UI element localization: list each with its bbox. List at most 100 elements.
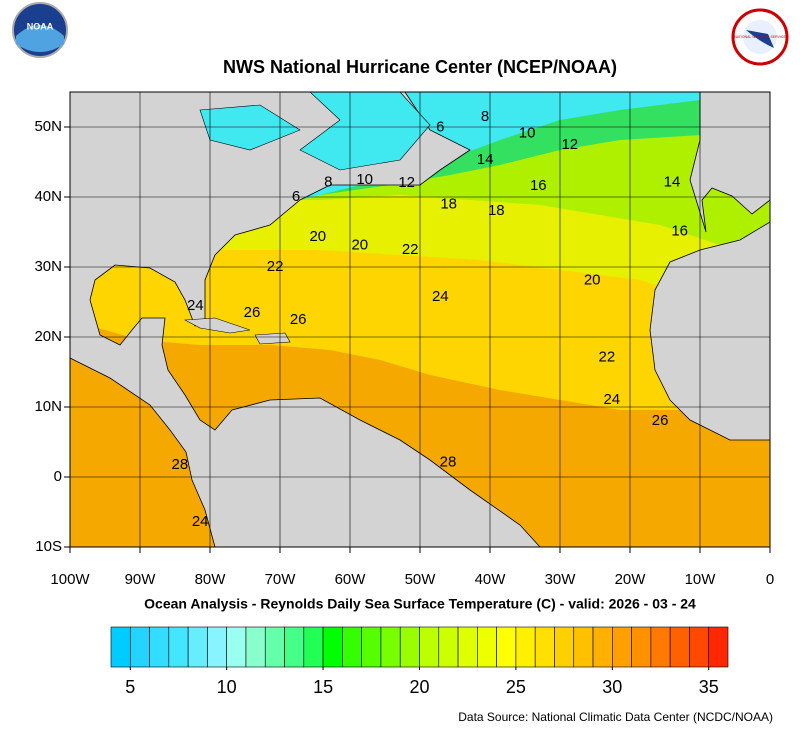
- colorbar-swatch: [419, 626, 440, 668]
- contour-label: 8: [324, 173, 332, 190]
- contour-label: 12: [561, 136, 578, 153]
- colorbar-tick-label: 5: [125, 677, 135, 697]
- contour-label: 6: [292, 188, 300, 205]
- colorbar-swatch: [554, 626, 575, 668]
- contour-label: 6: [436, 119, 444, 136]
- contour-label: 24: [192, 513, 209, 530]
- colorbar-swatch: [631, 626, 652, 668]
- colorbar-swatch: [245, 626, 266, 668]
- x-tick-label: 10W: [685, 571, 717, 588]
- colorbar-swatch: [380, 626, 401, 668]
- logo-text: NATIONAL WEATHER SERVICE: [734, 35, 786, 39]
- colorbar-swatch: [149, 626, 170, 668]
- colorbar-swatch: [689, 626, 710, 668]
- colorbar-tick-label: 15: [313, 677, 333, 697]
- map-subtitle: Ocean Analysis - Reynolds Daily Sea Surf…: [144, 596, 696, 612]
- y-tick-label: 10N: [34, 398, 62, 415]
- contour-label: 26: [652, 412, 669, 429]
- map-area: 6 8 10 12 14 16 14 16 6 8 10 12 18 18 20 20 22 22 20 24 24 26…: [70, 92, 770, 547]
- contour-label: 24: [187, 297, 204, 314]
- x-tick-label: 80W: [195, 571, 227, 588]
- x-tick-label: 0: [766, 571, 774, 588]
- colorbar-swatch: [207, 626, 227, 668]
- nws-logo: NATIONAL WEATHER SERVICE: [731, 8, 789, 66]
- x-tick-label: 50W: [405, 571, 437, 588]
- graticule: [70, 92, 770, 547]
- colorbar-swatch: [342, 626, 362, 668]
- contour-label: 20: [309, 228, 326, 245]
- contour-label: 10: [519, 124, 536, 141]
- data-source: Data Source: National Climatic Data Cent…: [458, 710, 773, 724]
- colorbar-swatch: [438, 626, 459, 668]
- colorbar-swatch: [361, 626, 382, 668]
- colorbar: 5 10 15 20 25 30 35: [110, 626, 729, 697]
- contour-label: 16: [530, 177, 547, 194]
- colorbar-swatch: [592, 626, 613, 668]
- x-tick-label: 30W: [545, 571, 577, 588]
- x-tick-label: 60W: [335, 571, 367, 588]
- contour-label: 18: [488, 202, 505, 219]
- colorbar-swatch: [650, 626, 671, 668]
- colorbar-swatch: [129, 626, 150, 668]
- contour-label: 12: [398, 174, 415, 191]
- colorbar-swatch: [515, 626, 536, 668]
- contour-label: 28: [440, 453, 457, 470]
- colorbar-swatch: [168, 626, 189, 668]
- colorbar-swatch: [226, 626, 247, 668]
- contour-label: 16: [671, 222, 688, 239]
- colorbar-swatch: [399, 626, 420, 668]
- contour-label: 14: [664, 173, 681, 190]
- colorbar-swatch: [496, 626, 517, 668]
- contour-label: 22: [402, 241, 419, 258]
- contour-label: 24: [432, 288, 449, 305]
- colorbar-swatch: [534, 626, 555, 668]
- x-tick-label: 100W: [50, 571, 90, 588]
- colorbar-swatch: [284, 626, 305, 668]
- land-africa: [649, 221, 770, 441]
- colorbar-swatch: [477, 626, 497, 668]
- y-tick-label: 30N: [34, 258, 62, 275]
- colorbar-tick-label: 30: [602, 677, 622, 697]
- contour-label: 10: [356, 171, 373, 188]
- contour-label: 18: [440, 196, 457, 213]
- contour-label: 26: [290, 311, 307, 328]
- land-americas: [70, 92, 541, 547]
- hispaniola: [254, 332, 291, 345]
- contour-label: 20: [584, 271, 601, 288]
- contour-label: 28: [172, 456, 189, 473]
- colorbar-swatch: [669, 626, 690, 668]
- colorbar-swatch: [187, 626, 208, 668]
- contour-label: 22: [267, 258, 284, 275]
- y-tick-label: 40N: [34, 188, 62, 205]
- y-tick-label: 0: [54, 468, 62, 485]
- x-tick-label: 70W: [265, 571, 297, 588]
- y-tick-label: 50N: [34, 118, 62, 135]
- colorbar-swatch: [457, 626, 478, 668]
- axes: 100W 90W 80W 70W 60W 50W 40W 30W 20W 10W 0 50N 40N 30…: [34, 118, 774, 588]
- contour-label: 8: [481, 108, 489, 125]
- contour-label: 24: [603, 391, 620, 408]
- y-tick-label: 20N: [34, 328, 62, 345]
- colorbar-tick-label: 35: [699, 677, 719, 697]
- colorbar-swatch: [110, 626, 131, 668]
- great-lakes: [199, 104, 301, 151]
- contour-label: 26: [244, 304, 261, 321]
- gulf-st-lawrence: [299, 92, 431, 171]
- x-tick-label: 20W: [615, 571, 647, 588]
- colorbar-swatch: [264, 626, 285, 668]
- contour-label: 20: [351, 236, 368, 253]
- map-title: NWS National Hurricane Center (NCEP/NOAA…: [223, 57, 617, 77]
- colorbar-swatch: [322, 626, 343, 668]
- logo-text: NOAA: [27, 21, 54, 31]
- noaa-logo: NOAA: [12, 2, 68, 58]
- colorbar-swatch: [303, 626, 324, 668]
- colorbar-swatch: [612, 626, 632, 668]
- colorbar-tick-label: 20: [409, 677, 429, 697]
- colorbar-tick-label: 25: [506, 677, 526, 697]
- contour-label: 14: [477, 151, 494, 168]
- colorbar-swatch: [708, 626, 729, 668]
- x-tick-label: 90W: [125, 571, 157, 588]
- colorbar-tick-label: 10: [217, 677, 237, 697]
- x-tick-label: 40W: [475, 571, 507, 588]
- contour-label: 22: [599, 348, 616, 365]
